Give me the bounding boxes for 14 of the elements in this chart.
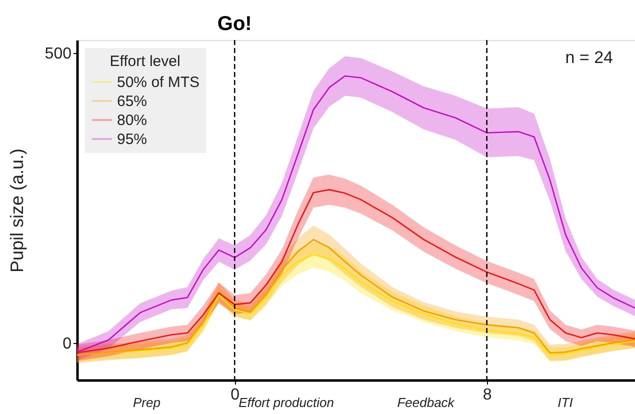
ref-line-label: Go!: [217, 13, 252, 35]
legend-label: 65%: [117, 93, 148, 110]
legend-label: 50% of MTS: [117, 74, 200, 91]
legend-label: 80%: [117, 112, 148, 129]
legend-label: 95%: [117, 131, 148, 148]
legend-title: Effort level: [110, 53, 180, 70]
y-axis-title: Pupil size (a.u.): [6, 148, 27, 273]
x-tick-label: 8: [482, 386, 492, 404]
text: Effort production: [238, 395, 334, 410]
text: Feedback: [397, 395, 456, 410]
text: ITI: [558, 395, 574, 410]
annotation: n = 24: [565, 48, 613, 67]
text: Prep: [133, 395, 160, 410]
y-tick-label: 500: [44, 45, 72, 62]
